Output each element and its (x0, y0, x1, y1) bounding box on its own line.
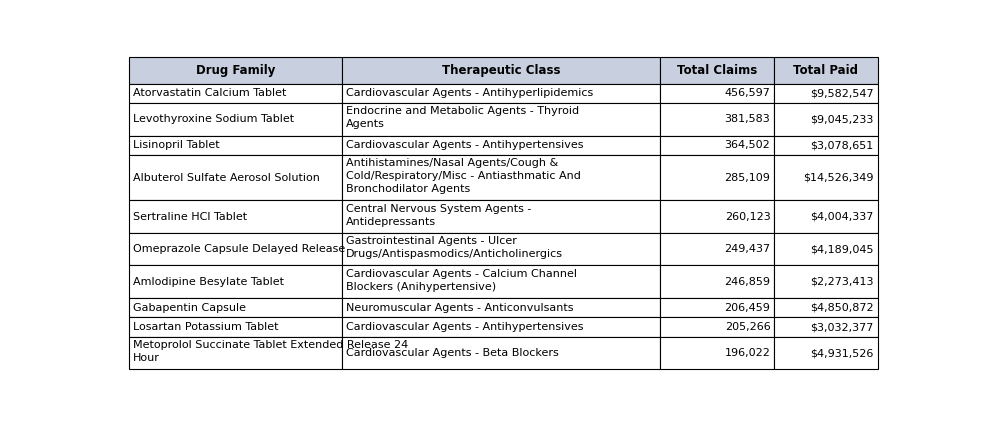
Text: 285,109: 285,109 (725, 173, 771, 183)
Bar (661, 298, 774, 317)
Text: 196,022: 196,022 (725, 348, 771, 358)
Text: Gabapentin Capsule: Gabapentin Capsule (133, 303, 246, 313)
Text: Endocrine and Metabolic Agents - Thyroid
Agents: Endocrine and Metabolic Agents - Thyroid… (347, 106, 579, 129)
Bar (661, 337, 774, 369)
Text: $3,032,377: $3,032,377 (810, 322, 874, 332)
Bar (343, 155, 661, 200)
Bar (129, 298, 343, 317)
Text: Lisinopril Tablet: Lisinopril Tablet (133, 141, 219, 150)
Bar (343, 135, 661, 155)
Bar (774, 57, 878, 84)
Text: $14,526,349: $14,526,349 (803, 173, 874, 183)
Text: Central Nervous System Agents -
Antidepressants: Central Nervous System Agents - Antidepr… (347, 204, 531, 227)
Bar (661, 200, 774, 233)
Bar (129, 233, 343, 265)
Text: $4,850,872: $4,850,872 (810, 303, 874, 313)
Bar (129, 200, 343, 233)
Bar (129, 265, 343, 298)
Bar (774, 103, 878, 135)
Bar (129, 317, 343, 337)
Bar (129, 135, 343, 155)
Text: Omeprazole Capsule Delayed Release: Omeprazole Capsule Delayed Release (133, 244, 345, 254)
Text: $4,931,526: $4,931,526 (810, 348, 874, 358)
Text: Levothyroxine Sodium Tablet: Levothyroxine Sodium Tablet (133, 114, 294, 124)
Text: Antihistamines/Nasal Agents/Cough &
Cold/Respiratory/Misc - Antiasthmatic And
Br: Antihistamines/Nasal Agents/Cough & Cold… (347, 159, 581, 194)
Text: Sertraline HCl Tablet: Sertraline HCl Tablet (133, 212, 246, 222)
Text: Losartan Potassium Tablet: Losartan Potassium Tablet (133, 322, 278, 332)
Text: 205,266: 205,266 (725, 322, 771, 332)
Bar (661, 135, 774, 155)
Bar (129, 84, 343, 103)
Text: $2,273,413: $2,273,413 (810, 276, 874, 287)
Bar (343, 265, 661, 298)
Bar (774, 84, 878, 103)
Text: $4,004,337: $4,004,337 (810, 212, 874, 222)
Text: Amlodipine Besylate Tablet: Amlodipine Besylate Tablet (133, 276, 284, 287)
Bar (774, 298, 878, 317)
Bar (774, 265, 878, 298)
Bar (129, 337, 343, 369)
Text: Total Claims: Total Claims (678, 64, 757, 77)
Bar (129, 57, 343, 84)
Text: Cardiovascular Agents - Antihypertensives: Cardiovascular Agents - Antihypertensive… (347, 141, 583, 150)
Bar (343, 233, 661, 265)
Text: Drug Family: Drug Family (196, 64, 275, 77)
Text: Gastrointestinal Agents - Ulcer
Drugs/Antispasmodics/Anticholinergics: Gastrointestinal Agents - Ulcer Drugs/An… (347, 236, 564, 259)
Text: Cardiovascular Agents - Antihyperlipidemics: Cardiovascular Agents - Antihyperlipidem… (347, 88, 593, 98)
Text: $9,045,233: $9,045,233 (810, 114, 874, 124)
Text: 260,123: 260,123 (725, 212, 771, 222)
Bar (343, 337, 661, 369)
Bar (661, 233, 774, 265)
Bar (343, 298, 661, 317)
Text: 364,502: 364,502 (725, 141, 771, 150)
Bar (343, 200, 661, 233)
Text: $4,189,045: $4,189,045 (810, 244, 874, 254)
Bar (343, 57, 661, 84)
Bar (661, 265, 774, 298)
Bar (343, 103, 661, 135)
Bar (129, 155, 343, 200)
Text: Albuterol Sulfate Aerosol Solution: Albuterol Sulfate Aerosol Solution (133, 173, 320, 183)
Bar (774, 135, 878, 155)
Text: $9,582,547: $9,582,547 (810, 88, 874, 98)
Text: Neuromuscular Agents - Anticonvulsants: Neuromuscular Agents - Anticonvulsants (347, 303, 573, 313)
Text: 381,583: 381,583 (725, 114, 771, 124)
Bar (343, 84, 661, 103)
Bar (661, 155, 774, 200)
Bar (661, 57, 774, 84)
Bar (774, 317, 878, 337)
Text: Cardiovascular Agents - Antihypertensives: Cardiovascular Agents - Antihypertensive… (347, 322, 583, 332)
Bar (661, 317, 774, 337)
Text: Total Paid: Total Paid (793, 64, 858, 77)
Text: $3,078,651: $3,078,651 (810, 141, 874, 150)
Bar (129, 103, 343, 135)
Bar (774, 233, 878, 265)
Bar (774, 200, 878, 233)
Text: 246,859: 246,859 (725, 276, 771, 287)
Text: 456,597: 456,597 (725, 88, 771, 98)
Bar (661, 103, 774, 135)
Text: Cardiovascular Agents - Calcium Channel
Blockers (Anihypertensive): Cardiovascular Agents - Calcium Channel … (347, 269, 577, 292)
Bar (774, 337, 878, 369)
Text: Atorvastatin Calcium Tablet: Atorvastatin Calcium Tablet (133, 88, 286, 98)
Bar (661, 84, 774, 103)
Text: 249,437: 249,437 (725, 244, 771, 254)
Text: Cardiovascular Agents - Beta Blockers: Cardiovascular Agents - Beta Blockers (347, 348, 559, 358)
Text: Therapeutic Class: Therapeutic Class (442, 64, 561, 77)
Text: Metoprolol Succinate Tablet Extended Release 24
Hour: Metoprolol Succinate Tablet Extended Rel… (133, 340, 409, 363)
Bar (774, 155, 878, 200)
Bar (343, 317, 661, 337)
Text: 206,459: 206,459 (725, 303, 771, 313)
